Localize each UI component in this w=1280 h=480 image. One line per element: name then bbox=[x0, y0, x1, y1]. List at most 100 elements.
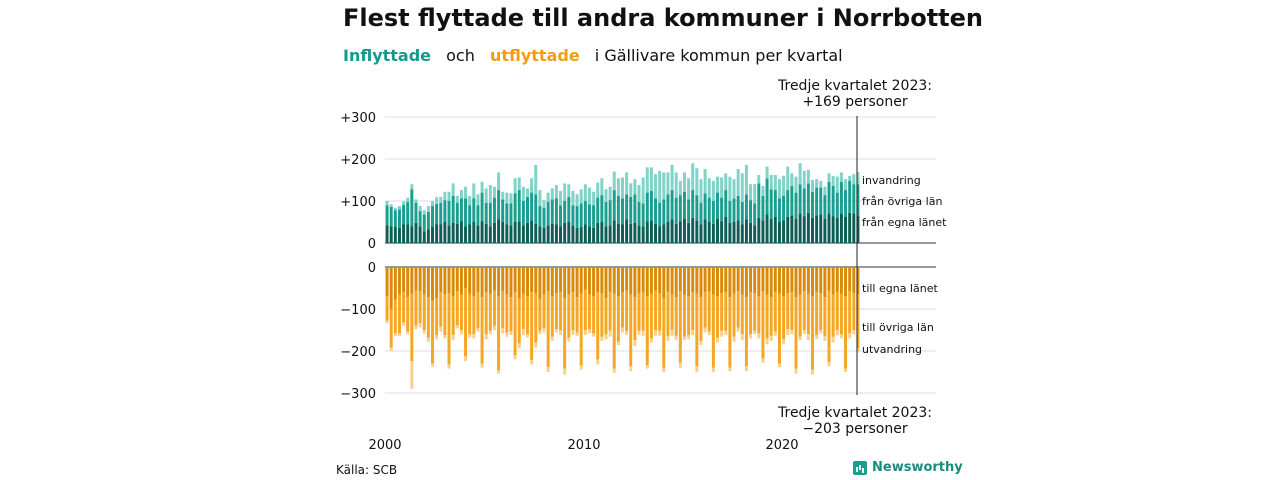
outflow-bar-segment bbox=[439, 292, 443, 327]
inflow-bar-segment bbox=[484, 223, 488, 243]
outflow-bar-segment bbox=[385, 320, 389, 324]
outflow-bar-segment bbox=[530, 292, 534, 361]
inflow-bar-segment bbox=[649, 167, 653, 191]
outflow-bar-segment bbox=[431, 300, 434, 364]
inflow-bar-segment bbox=[641, 203, 645, 227]
inflow-bar-segment bbox=[621, 198, 624, 225]
inflow-series-label: från egna länet bbox=[862, 216, 947, 229]
inflow-bar-segment bbox=[426, 206, 430, 212]
outflow-bar-segment bbox=[521, 329, 525, 336]
top-y-tick-label: 0 bbox=[368, 237, 376, 252]
outflow-bar-segment bbox=[674, 335, 678, 341]
brand[interactable]: Newsworthy bbox=[853, 460, 963, 475]
inflow-bar-segment bbox=[587, 187, 591, 205]
outflow-bar-segment bbox=[501, 291, 505, 329]
outflow-bar-segment bbox=[567, 267, 571, 295]
inflow-bar-segment bbox=[844, 179, 848, 191]
inflow-bar-segment bbox=[687, 222, 691, 243]
inflow-bar-segment bbox=[806, 212, 810, 243]
inflow-bar-segment bbox=[695, 168, 699, 196]
inflow-bar-segment bbox=[753, 203, 757, 226]
outflow-bar-segment bbox=[757, 333, 761, 339]
outflow-bar-segment bbox=[645, 296, 649, 366]
inflow-bar-segment bbox=[720, 197, 724, 222]
outflow-bar-segment bbox=[439, 326, 443, 332]
bottom-annotation-line1: Tredje kvartalet 2023: bbox=[778, 405, 932, 421]
inflow-bar-segment bbox=[608, 200, 612, 226]
inflow-bar-segment bbox=[596, 222, 600, 243]
inflow-bar-segment bbox=[848, 175, 852, 181]
outflow-bar-segment bbox=[839, 334, 843, 339]
inflow-bar-segment bbox=[765, 178, 769, 215]
outflow-series-label: utvandring bbox=[862, 343, 922, 356]
outflow-bar-segment bbox=[790, 292, 794, 330]
outflow-bar-segment bbox=[707, 331, 711, 336]
outflow-bar-segment bbox=[550, 267, 554, 297]
outflow-bar-segment bbox=[402, 322, 406, 326]
outflow-bar-segment bbox=[542, 267, 546, 295]
outflow-bar-segment bbox=[571, 267, 575, 293]
inflow-bar-segment bbox=[856, 184, 860, 216]
outflow-bar-segment bbox=[806, 267, 810, 294]
inflow-bar-segment bbox=[678, 221, 682, 243]
outflow-bar-segment bbox=[604, 334, 608, 340]
outflow-bar-segment bbox=[621, 267, 624, 293]
inflow-bar-segment bbox=[583, 184, 587, 201]
outflow-bar-segment bbox=[765, 294, 769, 339]
inflow-bar-segment bbox=[554, 198, 558, 225]
outflow-bar-segment bbox=[645, 267, 649, 297]
outflow-bar-segment bbox=[575, 267, 579, 298]
brand-name: Newsworthy bbox=[872, 460, 963, 475]
outflow-bar-segment bbox=[596, 267, 600, 293]
inflow-bar-segment bbox=[802, 170, 806, 189]
inflow-bar-segment bbox=[406, 201, 410, 225]
outflow-bar-segment bbox=[393, 333, 397, 336]
inflow-bar-segment bbox=[418, 206, 422, 212]
outflow-bar-segment bbox=[608, 267, 612, 293]
outflow-bar-segment bbox=[526, 334, 529, 338]
inflow-bar-segment bbox=[761, 195, 765, 221]
outflow-bar-segment bbox=[753, 293, 757, 331]
outflow-bar-segment bbox=[823, 297, 827, 336]
outflow-bar-segment bbox=[699, 297, 703, 341]
inflow-bar-segment bbox=[678, 180, 682, 196]
inflow-bar-segment bbox=[604, 189, 608, 202]
inflow-bar-segment bbox=[616, 223, 620, 243]
outflow-bar-segment bbox=[682, 294, 686, 337]
subtitle-rest: i Gällivare kommun per kvartal bbox=[594, 46, 843, 65]
inflow-bar-segment bbox=[811, 180, 814, 192]
inflow-bar-segment bbox=[559, 190, 563, 206]
inflow-bar-segment bbox=[505, 224, 509, 243]
inflow-bar-segment bbox=[517, 221, 521, 243]
outflow-bar-segment bbox=[509, 267, 513, 298]
inflow-bar-segment bbox=[542, 227, 546, 243]
outflow-bar-segment bbox=[521, 293, 525, 330]
inflow-bar-segment bbox=[645, 167, 649, 193]
outflow-bar-segment bbox=[633, 340, 637, 346]
outflow-bar-segment bbox=[782, 339, 786, 345]
inflow-bar-segment bbox=[674, 197, 678, 224]
outflow-bar-segment bbox=[464, 356, 468, 362]
inflow-bar-segment bbox=[831, 216, 835, 243]
inflow-bar-segment bbox=[848, 180, 852, 213]
inflow-bar-segment bbox=[443, 200, 447, 222]
inflow-bar-segment bbox=[563, 183, 567, 201]
outflow-bar-segment bbox=[472, 334, 476, 339]
inflow-bar-segment bbox=[699, 224, 703, 243]
inflow-bar-segment bbox=[786, 216, 790, 243]
outflow-bar-segment bbox=[711, 267, 715, 295]
inflow-bar-segment bbox=[773, 216, 777, 243]
outflow-bar-segment bbox=[497, 296, 501, 371]
inflow-bar-segment bbox=[476, 194, 480, 206]
inflow-bar-segment bbox=[666, 222, 670, 243]
outflow-bar-segment bbox=[786, 329, 790, 336]
inflow-bar-segment bbox=[711, 223, 715, 243]
outflow-bar-segment bbox=[658, 267, 662, 294]
inflow-bar-segment bbox=[600, 222, 604, 243]
inflow-bar-segment bbox=[389, 206, 393, 227]
outflow-bar-segment bbox=[488, 330, 492, 335]
inflow-bar-segment bbox=[447, 191, 451, 201]
inflow-bar-segment bbox=[435, 224, 439, 243]
inflow-bar-segment bbox=[782, 220, 786, 243]
outflow-bar-segment bbox=[616, 296, 620, 342]
